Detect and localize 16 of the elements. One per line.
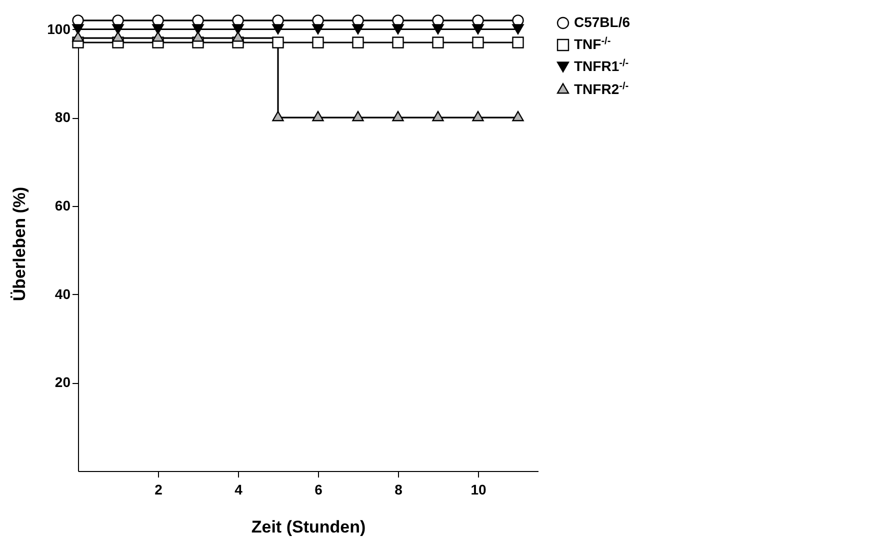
y-tick-label: 40 [54, 286, 71, 302]
legend-label: TNFR2$^{-/-}$ [574, 80, 629, 97]
y-tick-label: 100 [47, 20, 71, 37]
legend-label: C57BL/6 [574, 14, 630, 30]
y-tick-label: 80 [54, 109, 71, 126]
x-tick-label: 10 [470, 482, 486, 498]
y-tick-label: 60 [54, 197, 71, 214]
x-axis-title: Zeit (Stunden) [251, 518, 366, 536]
x-tick-label: 8 [394, 482, 403, 498]
x-tick-label: 4 [234, 482, 243, 498]
legend-label: TNFR1$^{-/-}$ [574, 58, 629, 74]
y-axis-title: Überleben (%) [10, 186, 30, 302]
legend-label: TNF$^{-/-}$ [574, 36, 611, 52]
x-tick-label: 6 [314, 482, 323, 498]
x-tick-label: 2 [154, 482, 163, 498]
y-tick-label: 20 [54, 374, 71, 390]
